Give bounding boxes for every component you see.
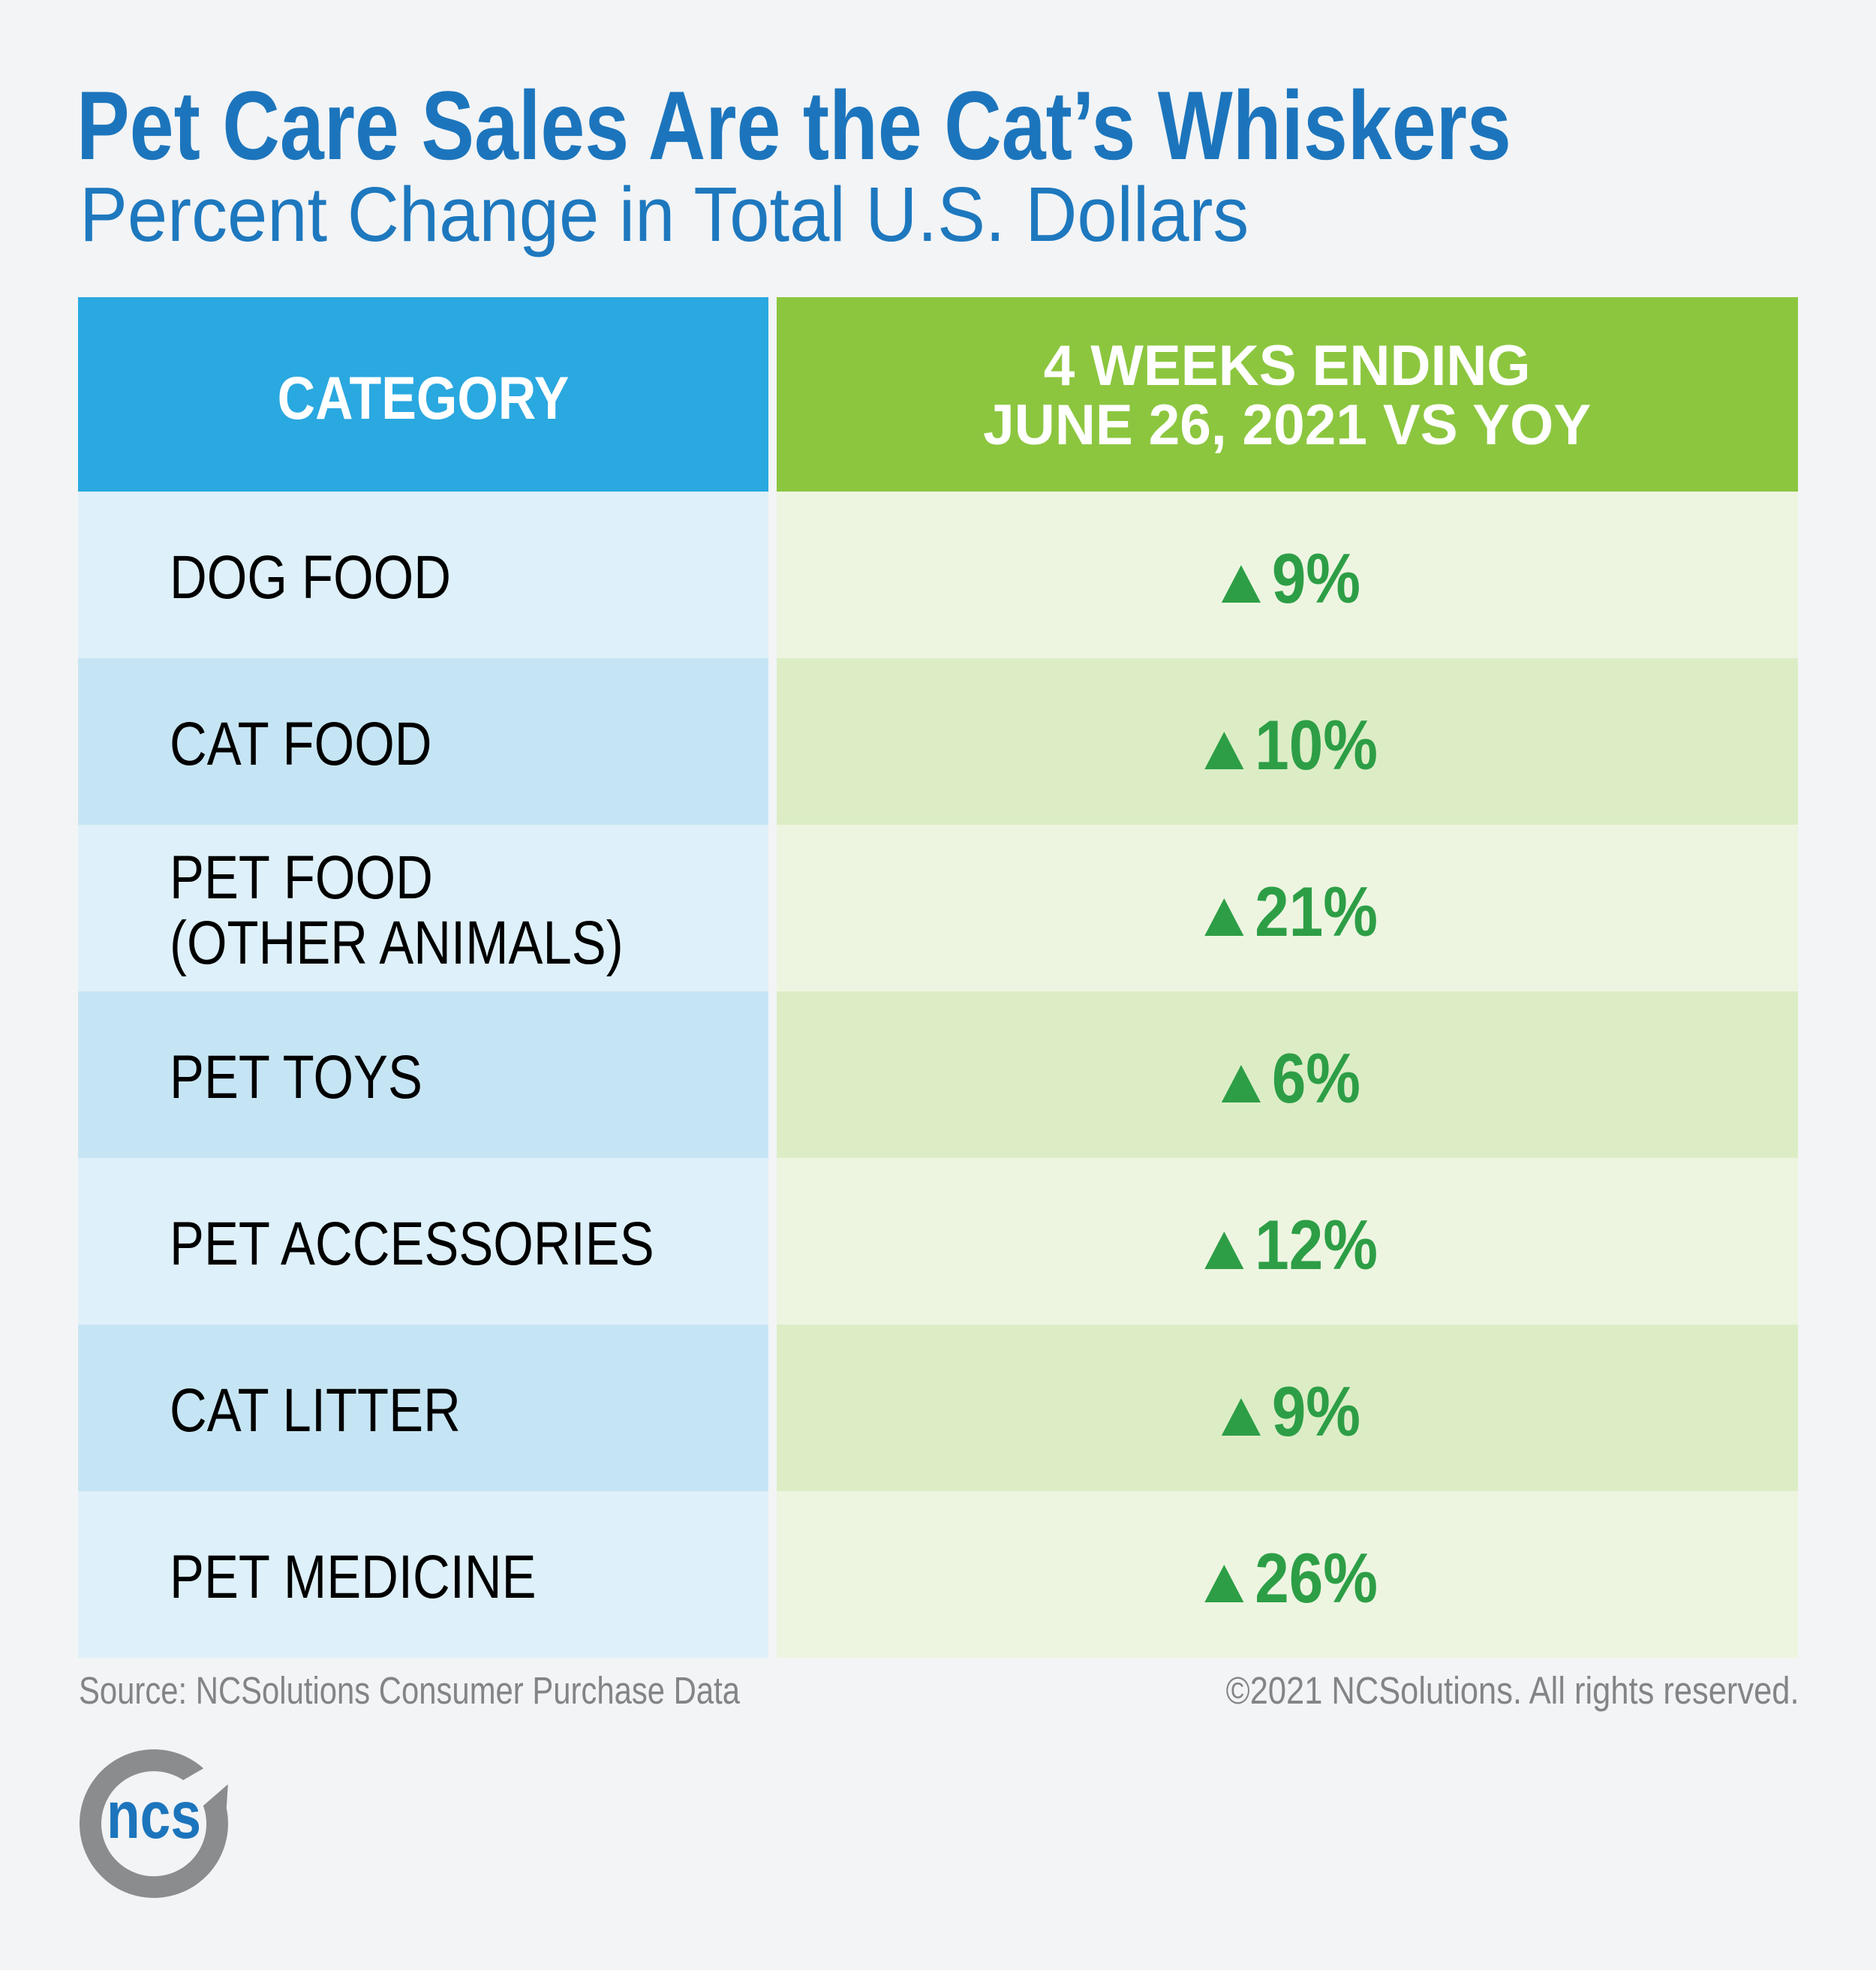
up-triangle-icon — [1204, 732, 1244, 769]
category-column-label: CATEGORY — [277, 365, 570, 432]
category-cell: DOG FOOD — [78, 492, 768, 658]
table-row: PET MEDICINE 26% — [78, 1491, 1798, 1658]
percent-change: 26% — [1204, 1538, 1378, 1619]
percent-change: 21% — [1204, 871, 1378, 952]
category-cell: PET MEDICINE — [78, 1491, 768, 1658]
category-label: CAT FOOD — [170, 709, 432, 778]
value-cell: 12% — [777, 1158, 1798, 1325]
category-label: PET MEDICINE — [170, 1542, 537, 1611]
table-row: PET TOYS 6% — [78, 991, 1798, 1158]
category-cell: PET TOYS — [78, 991, 768, 1158]
period-label-line2: JUNE 26, 2021 VS YOY — [983, 392, 1592, 457]
percent-value: 12% — [1255, 1205, 1378, 1284]
copyright-note-text: ©2021 NCSolutions. All rights reserved. — [1226, 1669, 1799, 1712]
category-cell: PET FOOD (OTHER ANIMALS) — [78, 825, 768, 991]
up-triangle-icon — [1204, 1232, 1244, 1269]
percent-change: 12% — [1204, 1205, 1378, 1286]
value-cell: 6% — [777, 991, 1798, 1158]
category-label: DOG FOOD — [170, 543, 452, 612]
table-row: CAT LITTER 9% — [78, 1325, 1798, 1491]
category-label: CAT LITTER — [170, 1376, 461, 1445]
percent-value: 9% — [1271, 539, 1361, 618]
table-row: PET ACCESSORIES 12% — [78, 1158, 1798, 1325]
category-cell: CAT LITTER — [78, 1325, 768, 1491]
percent-value: 21% — [1255, 872, 1378, 951]
percent-value: 26% — [1255, 1538, 1378, 1617]
table-row: PET FOOD (OTHER ANIMALS) 21% — [78, 825, 1798, 991]
category-label: PET FOOD (OTHER ANIMALS) — [170, 844, 624, 977]
value-cell: 21% — [777, 825, 1798, 991]
source-note-text: Source: NCSolutions Consumer Purchase Da… — [79, 1669, 740, 1712]
up-triangle-icon — [1221, 1398, 1261, 1436]
value-cell: 9% — [777, 492, 1798, 658]
page-title-text: Pet Care Sales Are the Cat’s Whiskers — [77, 71, 1511, 180]
period-column-label: 4 WEEKS ENDING JUNE 26, 2021 VS YOY — [983, 336, 1591, 455]
table-row: CAT FOOD 10% — [78, 658, 1798, 825]
up-triangle-icon — [1221, 565, 1261, 603]
percent-value: 6% — [1271, 1039, 1361, 1117]
copyright-note: ©2021 NCSolutions. All rights reserved. — [1126, 1668, 1799, 1713]
percent-change: 6% — [1221, 1038, 1361, 1119]
table-row: DOG FOOD 9% — [78, 492, 1798, 658]
percent-change: 9% — [1221, 538, 1361, 619]
source-note: Source: NCSolutions Consumer Purchase Da… — [79, 1668, 885, 1713]
value-cell: 10% — [777, 658, 1798, 825]
up-triangle-icon — [1204, 1565, 1244, 1602]
table-header-row: CATEGORY 4 WEEKS ENDING JUNE 26, 2021 VS … — [78, 297, 1798, 492]
column-header-category: CATEGORY — [78, 297, 768, 492]
percent-value: 9% — [1271, 1372, 1361, 1451]
percent-change: 10% — [1204, 705, 1378, 786]
percent-change: 9% — [1221, 1371, 1361, 1452]
category-cell: CAT FOOD — [78, 658, 768, 825]
page-title: Pet Care Sales Are the Cat’s Whiskers — [77, 69, 1837, 182]
value-cell: 26% — [777, 1491, 1798, 1658]
logo-ring — [79, 1749, 228, 1898]
category-label: PET ACCESSORIES — [170, 1209, 654, 1278]
data-table: CATEGORY 4 WEEKS ENDING JUNE 26, 2021 VS … — [78, 297, 1798, 1658]
column-header-period: 4 WEEKS ENDING JUNE 26, 2021 VS YOY — [777, 297, 1798, 492]
page-subtitle: Percent Change in Total U.S. Dollars — [80, 170, 1337, 259]
up-triangle-icon — [1204, 898, 1244, 936]
category-label: PET TOYS — [170, 1042, 422, 1111]
value-cell: 9% — [777, 1325, 1798, 1491]
page-subtitle-text: Percent Change in Total U.S. Dollars — [80, 171, 1249, 257]
percent-value: 10% — [1255, 705, 1378, 784]
up-triangle-icon — [1221, 1065, 1261, 1102]
period-label-line1: 4 WEEKS ENDING — [1044, 333, 1531, 398]
category-cell: PET ACCESSORIES — [78, 1158, 768, 1325]
